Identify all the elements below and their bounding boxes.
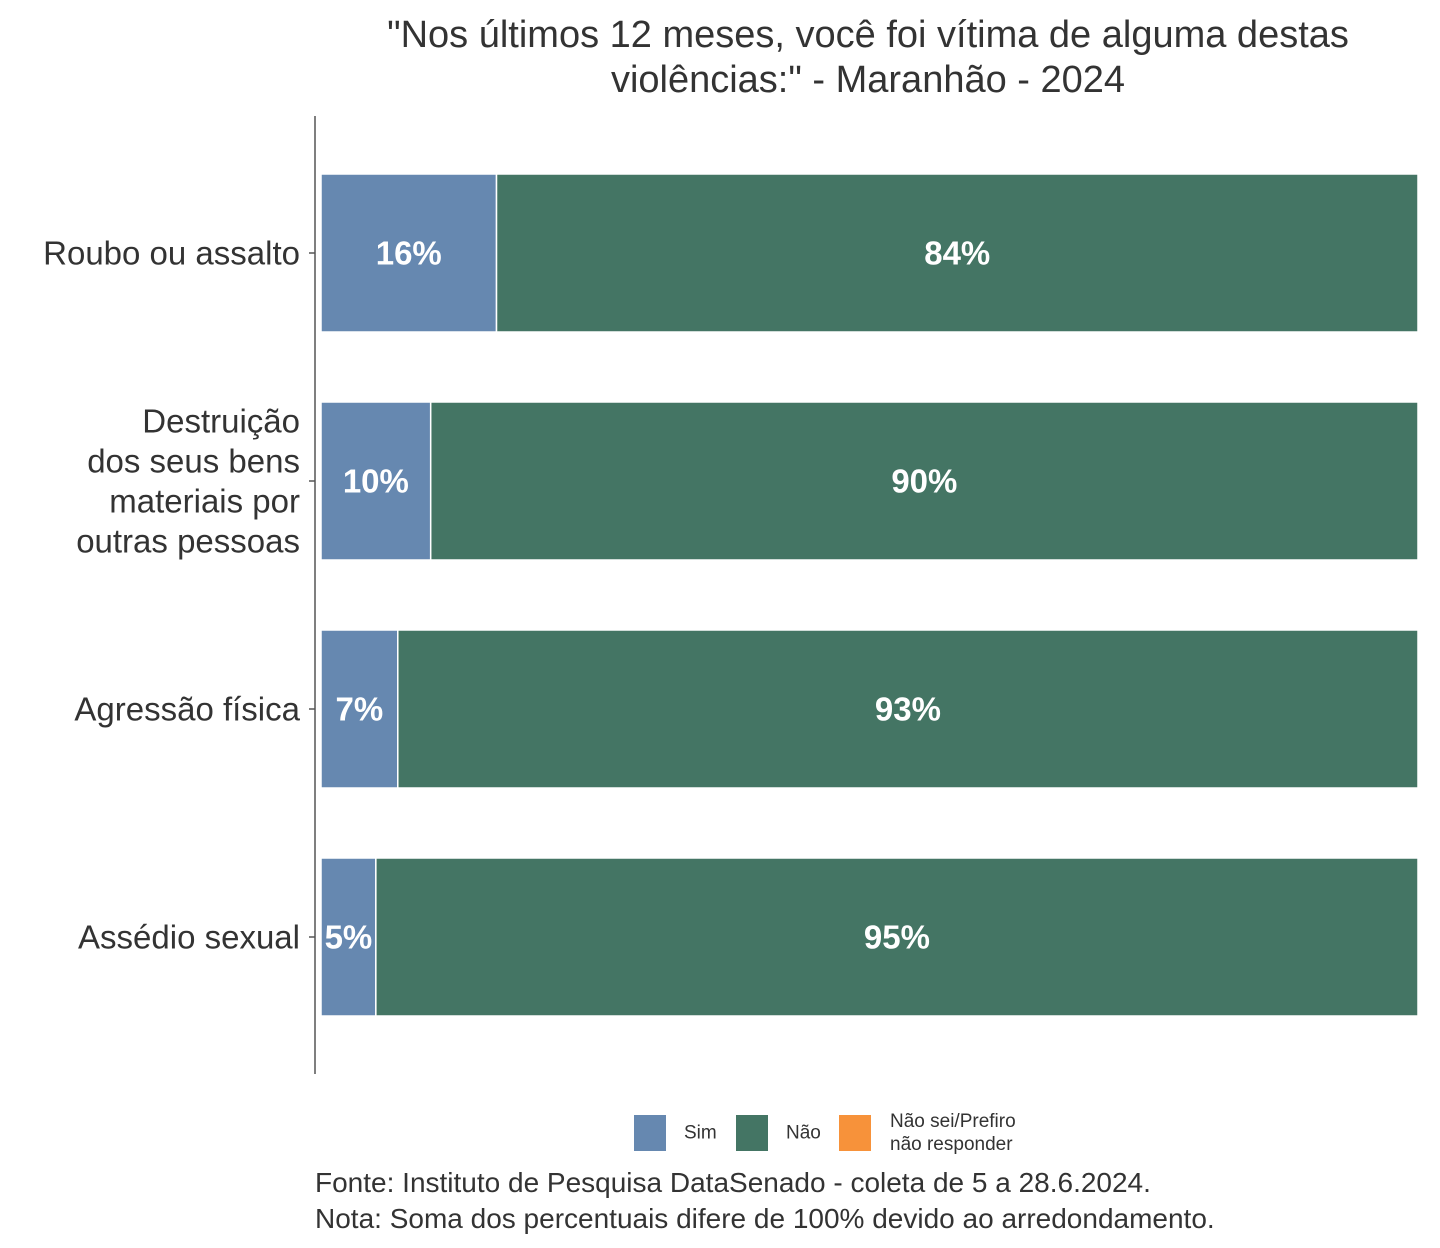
bar-value-label: 84% [924,235,990,272]
bars [320,173,1419,1017]
bar-value-label: 90% [891,463,957,500]
bar-segment [320,173,498,333]
bar-segment [397,629,1419,789]
category-label: Destruição [142,403,300,440]
bar-value-label: 95% [864,919,930,956]
bar-segment [429,401,1419,561]
category-label: Agressão física [74,691,300,728]
bar-value-label: 10% [343,463,409,500]
bar-value-label: 93% [875,691,941,728]
y-axis-ticks [309,252,315,938]
chart-title: "Nos últimos 12 meses, você foi vítima d… [387,14,1349,101]
source-notes: Fonte: Instituto de Pesquisa DataSenado … [315,1167,1215,1234]
legend-key [839,1115,871,1151]
chart-title-line: violências:" - Maranhão - 2024 [611,59,1125,101]
category-label: dos seus bens [87,443,300,480]
legend-key [634,1115,666,1151]
chart-title-line: "Nos últimos 12 meses, você foi vítima d… [387,14,1349,56]
bar-segment [375,857,1419,1017]
bar-segment [495,173,1419,333]
legend-label: Sim [684,1123,717,1144]
legend-label: Não sei/Prefiro [890,1111,1016,1132]
bar-value-label: 5% [325,919,373,956]
bar-segment [320,401,432,561]
legend-key [736,1115,768,1151]
category-label: Assédio sexual [78,919,300,956]
bar-value-label: 7% [336,691,384,728]
legend-label: não responder [890,1134,1013,1155]
source-note: Nota: Soma dos percentuais difere de 100… [315,1203,1215,1234]
bar-value-labels: 16% 84% 10% 90% 7% 93% 5% 95% [325,235,991,956]
legend-label: Não [786,1123,821,1144]
bar-segment [320,857,377,1017]
bar-segment [320,629,399,789]
category-label: materiais por [109,483,300,520]
bar-value-label: 16% [376,235,442,272]
category-label: outras pessoas [76,523,300,560]
source-note: Fonte: Instituto de Pesquisa DataSenado … [315,1167,1151,1198]
category-label: Roubo ou assalto [43,235,300,272]
